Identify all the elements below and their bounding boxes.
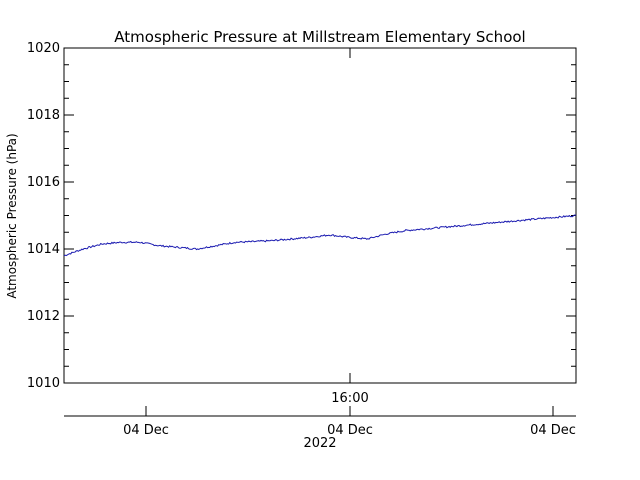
- x-date-label-1: 04 Dec: [123, 423, 169, 438]
- y-tick-label: 1018: [27, 108, 60, 123]
- chart-title: Atmospheric Pressure at Millstream Eleme…: [114, 28, 525, 46]
- y-tick-label: 1010: [27, 376, 60, 391]
- x-axis: [145, 48, 554, 416]
- y-tick-label: 1020: [27, 41, 60, 56]
- x-year-label: 2022: [303, 436, 336, 451]
- y-tick-label: 1012: [27, 309, 60, 324]
- plot-frame: [63, 47, 577, 384]
- y-tick-label: 1014: [27, 242, 60, 257]
- y-axis-label: Atmospheric Pressure (hPa): [5, 133, 19, 298]
- x-date-label-3: 04 Dec: [530, 423, 576, 438]
- y-tick-label: 1016: [27, 175, 60, 190]
- y-axis: 1010 1012 1014 1016 1018 1020: [27, 41, 576, 391]
- x-date-label-2: 04 Dec: [327, 423, 373, 438]
- x-time-label: 16:00: [331, 391, 368, 406]
- series-line: [63, 214, 577, 257]
